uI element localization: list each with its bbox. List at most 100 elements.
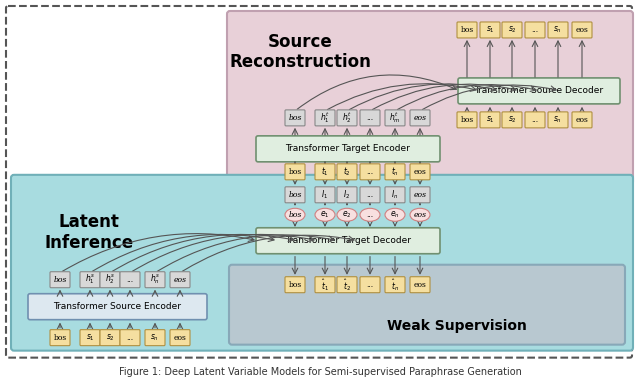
FancyBboxPatch shape (337, 164, 357, 180)
FancyBboxPatch shape (410, 110, 430, 126)
FancyBboxPatch shape (458, 78, 620, 104)
Text: bos: bos (289, 281, 301, 289)
FancyBboxPatch shape (256, 228, 440, 254)
FancyBboxPatch shape (410, 187, 430, 203)
FancyBboxPatch shape (28, 294, 207, 320)
Text: eos: eos (173, 276, 186, 284)
Text: $t_2$: $t_2$ (343, 166, 351, 178)
FancyBboxPatch shape (337, 277, 357, 293)
FancyBboxPatch shape (256, 136, 440, 162)
Text: bos: bos (288, 211, 301, 219)
FancyBboxPatch shape (145, 330, 165, 345)
Text: $h_1^t$: $h_1^t$ (320, 110, 330, 125)
Text: bos: bos (53, 334, 67, 342)
FancyBboxPatch shape (385, 277, 405, 293)
Text: eos: eos (413, 211, 426, 219)
FancyBboxPatch shape (572, 22, 592, 38)
FancyBboxPatch shape (385, 187, 405, 203)
FancyBboxPatch shape (360, 277, 380, 293)
Text: eos: eos (575, 26, 588, 34)
Text: eos: eos (413, 191, 426, 199)
FancyBboxPatch shape (315, 110, 335, 126)
FancyBboxPatch shape (385, 110, 405, 126)
Text: $t_n$: $t_n$ (391, 166, 399, 178)
Ellipse shape (410, 208, 430, 221)
FancyBboxPatch shape (50, 272, 70, 288)
Text: ...: ... (367, 168, 374, 176)
Text: $h_1^s$: $h_1^s$ (85, 273, 95, 287)
FancyBboxPatch shape (457, 22, 477, 38)
Text: eos: eos (413, 281, 426, 289)
FancyBboxPatch shape (315, 164, 335, 180)
Ellipse shape (360, 208, 380, 221)
Text: $s_1$: $s_1$ (86, 332, 95, 343)
FancyBboxPatch shape (80, 272, 100, 288)
Text: ...: ... (367, 281, 374, 289)
FancyBboxPatch shape (227, 11, 633, 185)
Text: $h_m^t$: $h_m^t$ (389, 110, 401, 125)
FancyBboxPatch shape (337, 187, 357, 203)
FancyBboxPatch shape (170, 330, 190, 345)
FancyBboxPatch shape (337, 110, 357, 126)
FancyBboxPatch shape (100, 330, 120, 345)
Text: $\hat{t}_1$: $\hat{t}_1$ (321, 277, 329, 293)
Text: $s_n$: $s_n$ (554, 25, 563, 35)
FancyBboxPatch shape (480, 112, 500, 128)
Text: bos: bos (460, 116, 474, 124)
Text: $s_n$: $s_n$ (150, 332, 159, 343)
Text: ...: ... (531, 116, 539, 124)
Text: $\hat{t}_2$: $\hat{t}_2$ (343, 277, 351, 293)
Text: eos: eos (173, 334, 186, 342)
FancyBboxPatch shape (229, 265, 625, 345)
Text: bos: bos (288, 191, 301, 199)
FancyBboxPatch shape (50, 330, 70, 345)
Text: Transformer Target Decoder: Transformer Target Decoder (285, 236, 411, 245)
FancyBboxPatch shape (100, 272, 120, 288)
Ellipse shape (337, 208, 357, 221)
Text: $h_2^t$: $h_2^t$ (342, 110, 352, 125)
FancyBboxPatch shape (6, 6, 632, 358)
Text: $I_2$: $I_2$ (344, 189, 351, 201)
FancyBboxPatch shape (170, 272, 190, 288)
Text: $e_n$: $e_n$ (390, 209, 400, 220)
FancyBboxPatch shape (120, 272, 140, 288)
Text: Source
Reconstruction: Source Reconstruction (229, 33, 371, 71)
Text: $\hat{t}_n$: $\hat{t}_n$ (391, 277, 399, 293)
Text: $I_1$: $I_1$ (321, 189, 328, 201)
FancyBboxPatch shape (385, 164, 405, 180)
FancyBboxPatch shape (360, 110, 380, 126)
Text: ...: ... (367, 211, 374, 219)
FancyBboxPatch shape (502, 22, 522, 38)
Text: ...: ... (367, 114, 374, 122)
Text: bos: bos (53, 276, 67, 284)
FancyBboxPatch shape (285, 110, 305, 126)
Text: $e_1$: $e_1$ (320, 209, 330, 220)
FancyBboxPatch shape (457, 112, 477, 128)
FancyBboxPatch shape (315, 187, 335, 203)
Ellipse shape (385, 208, 405, 221)
FancyBboxPatch shape (525, 112, 545, 128)
FancyBboxPatch shape (285, 164, 305, 180)
Text: bos: bos (288, 114, 301, 122)
Text: $I_n$: $I_n$ (391, 189, 399, 201)
Text: eos: eos (413, 114, 426, 122)
FancyBboxPatch shape (548, 22, 568, 38)
FancyBboxPatch shape (315, 277, 335, 293)
Ellipse shape (285, 208, 305, 221)
FancyBboxPatch shape (285, 277, 305, 293)
Text: eos: eos (575, 116, 588, 124)
Text: eos: eos (413, 168, 426, 176)
Text: bos: bos (289, 168, 301, 176)
FancyBboxPatch shape (548, 112, 568, 128)
Text: $s_2$: $s_2$ (508, 115, 516, 125)
FancyBboxPatch shape (410, 164, 430, 180)
Text: $s_1$: $s_1$ (486, 25, 495, 35)
FancyBboxPatch shape (80, 330, 100, 345)
Text: Transformer Source Encoder: Transformer Source Encoder (54, 302, 182, 311)
Text: $s_n$: $s_n$ (554, 115, 563, 125)
Text: $s_2$: $s_2$ (106, 332, 115, 343)
FancyBboxPatch shape (360, 187, 380, 203)
FancyBboxPatch shape (145, 272, 165, 288)
Text: Transformer Target Encoder: Transformer Target Encoder (285, 144, 410, 153)
Text: $t_1$: $t_1$ (321, 166, 329, 178)
